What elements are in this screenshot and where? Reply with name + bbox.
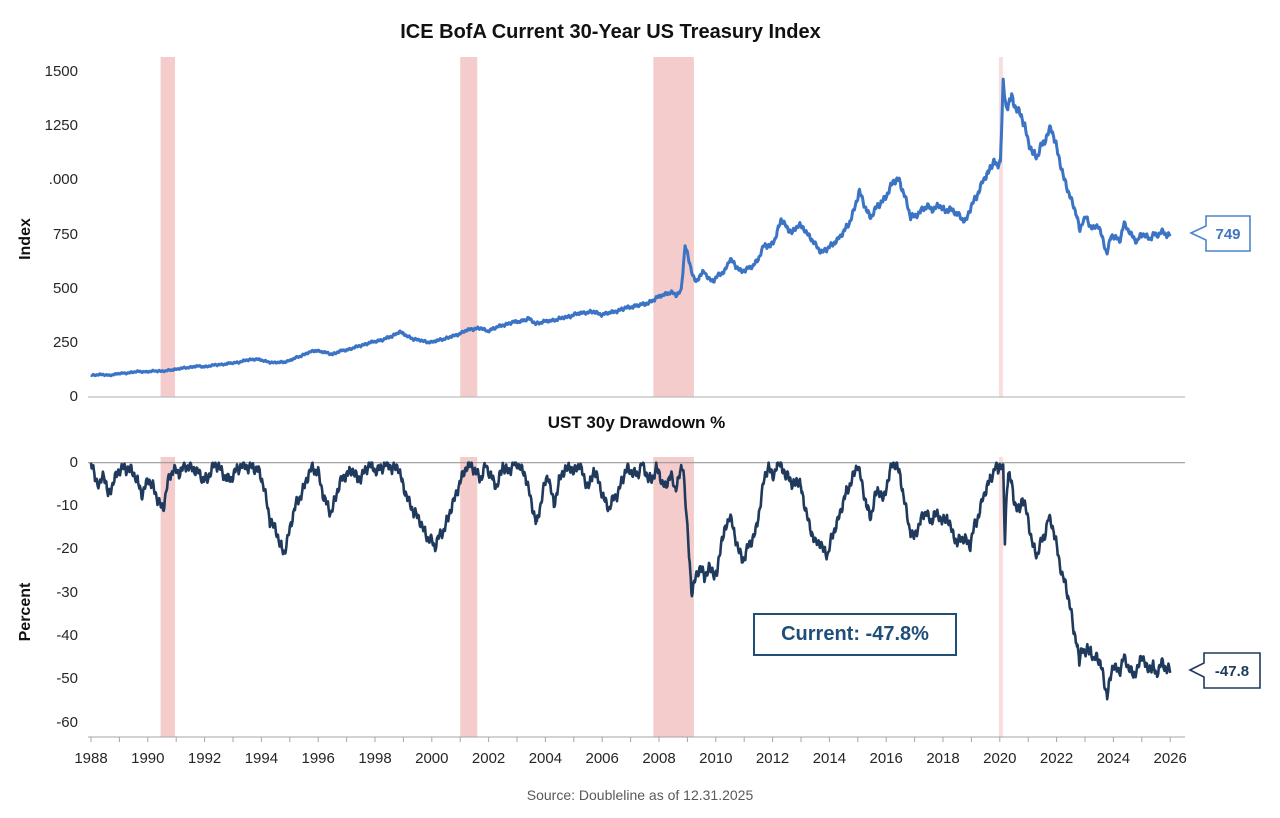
x-tick-label: 2016 xyxy=(869,750,903,767)
x-tick-label: 1996 xyxy=(301,750,335,767)
index-chart-title: ICE BofA Current 30-Year US Treasury Ind… xyxy=(400,21,821,43)
index-y-tick-label: 1250 xyxy=(44,117,78,135)
percent-y-axis-title: Percent xyxy=(17,582,34,642)
index-y-tick-label: 500 xyxy=(52,279,78,297)
index-callout-bubble xyxy=(1189,215,1251,252)
drawdown-callout-bubble xyxy=(1188,652,1261,689)
x-tick-label: 2010 xyxy=(699,750,733,767)
recession-band-top xyxy=(653,57,694,397)
x-tick-label: 2022 xyxy=(1039,750,1074,767)
index-line-series xyxy=(90,77,1172,378)
x-tick-label: 2026 xyxy=(1153,750,1187,767)
x-tick-label: 1988 xyxy=(74,750,108,767)
recession-band-bottom xyxy=(998,457,1003,737)
current-drawdown-annotation: Current: -47.8% xyxy=(753,613,957,656)
index-y-tick-label: 750 xyxy=(52,225,78,243)
percent-y-tick-label: -10 xyxy=(56,497,78,514)
percent-y-tick-label: -50 xyxy=(56,670,78,688)
recession-band-bottom xyxy=(160,457,176,737)
recession-band-bottom xyxy=(653,457,694,737)
percent-y-tick-label: -30 xyxy=(56,583,78,601)
index-y-tick-label: 1500 xyxy=(44,63,78,80)
x-tick-label: 2006 xyxy=(585,750,619,767)
recession-band-top xyxy=(998,57,1003,397)
x-tick-label: 2012 xyxy=(755,750,790,767)
drawdown-line-series xyxy=(89,461,1172,701)
x-tick-label: 2002 xyxy=(471,750,506,767)
x-tick-label: 1994 xyxy=(244,750,279,767)
percent-y-tick-label: 0 xyxy=(69,453,78,471)
x-tick-label: 2024 xyxy=(1096,750,1131,767)
x-tick-label: 2018 xyxy=(926,750,960,767)
index-y-tick-label: .000 xyxy=(48,171,78,189)
x-tick-label: 1998 xyxy=(358,750,392,767)
x-tick-label: 2014 xyxy=(812,750,847,767)
recession-band-top xyxy=(160,57,176,397)
x-tick-label: 2020 xyxy=(983,750,1017,767)
index-last-value-callout: 749 xyxy=(1215,225,1241,243)
percent-y-tick-label: -20 xyxy=(56,540,78,558)
recession-band-top xyxy=(460,57,478,397)
percent-y-tick-label: -60 xyxy=(56,713,78,731)
index-y-tick-label: 0 xyxy=(69,388,78,405)
percent-y-tick-label: -40 xyxy=(56,627,78,644)
source-note: Source: Doubleline as of 12.31.2025 xyxy=(526,787,754,803)
drawdown-chart-title: UST 30y Drawdown % xyxy=(547,413,726,432)
index-y-tick-label: 250 xyxy=(52,333,78,351)
x-tick-label: 2000 xyxy=(415,750,449,767)
x-tick-label: 1992 xyxy=(187,750,222,767)
recession-band-bottom xyxy=(460,457,478,737)
x-tick-label: 2008 xyxy=(642,750,676,767)
x-tick-label: 2004 xyxy=(528,750,563,767)
drawdown-last-value-callout: -47.8 xyxy=(1214,662,1250,680)
x-tick-label: 1990 xyxy=(131,750,165,767)
